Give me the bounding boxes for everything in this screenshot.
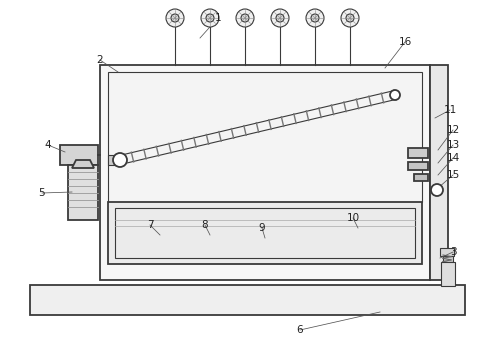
Text: 6: 6	[297, 325, 303, 335]
Bar	[108, 155, 120, 165]
Circle shape	[431, 184, 443, 196]
Circle shape	[306, 9, 324, 27]
Bar	[443, 256, 453, 262]
Text: 2: 2	[97, 55, 103, 65]
Text: 14: 14	[447, 153, 460, 163]
Text: 12: 12	[447, 125, 460, 135]
Text: 16: 16	[398, 37, 412, 47]
Bar	[430, 65, 448, 280]
Circle shape	[341, 9, 359, 27]
Bar	[414, 174, 428, 181]
Circle shape	[390, 90, 400, 100]
Circle shape	[201, 9, 219, 27]
Bar	[100, 65, 430, 280]
Text: 15: 15	[447, 170, 460, 180]
Text: 3: 3	[450, 247, 456, 257]
Bar	[408, 162, 428, 170]
Circle shape	[311, 14, 319, 22]
Text: 9: 9	[258, 223, 265, 233]
Text: 8: 8	[202, 220, 208, 230]
Text: 11: 11	[444, 105, 457, 115]
Bar	[115, 208, 415, 258]
Bar	[68, 165, 98, 220]
Text: 1: 1	[215, 13, 222, 23]
Circle shape	[236, 9, 254, 27]
Text: 13: 13	[447, 140, 460, 150]
Circle shape	[171, 14, 179, 22]
Text: 5: 5	[39, 188, 45, 198]
Circle shape	[206, 14, 214, 22]
Bar	[408, 148, 428, 158]
Circle shape	[276, 14, 284, 22]
Bar	[441, 262, 455, 286]
Circle shape	[113, 153, 127, 167]
Bar	[108, 72, 422, 202]
Bar	[108, 202, 422, 264]
Circle shape	[271, 9, 289, 27]
Bar	[440, 248, 454, 256]
Bar	[30, 285, 465, 315]
Circle shape	[241, 14, 249, 22]
Bar	[60, 145, 98, 165]
Text: 10: 10	[346, 213, 360, 223]
Circle shape	[346, 14, 354, 22]
Text: 7: 7	[147, 220, 153, 230]
Polygon shape	[72, 160, 94, 168]
Text: 4: 4	[45, 140, 51, 150]
Circle shape	[166, 9, 184, 27]
